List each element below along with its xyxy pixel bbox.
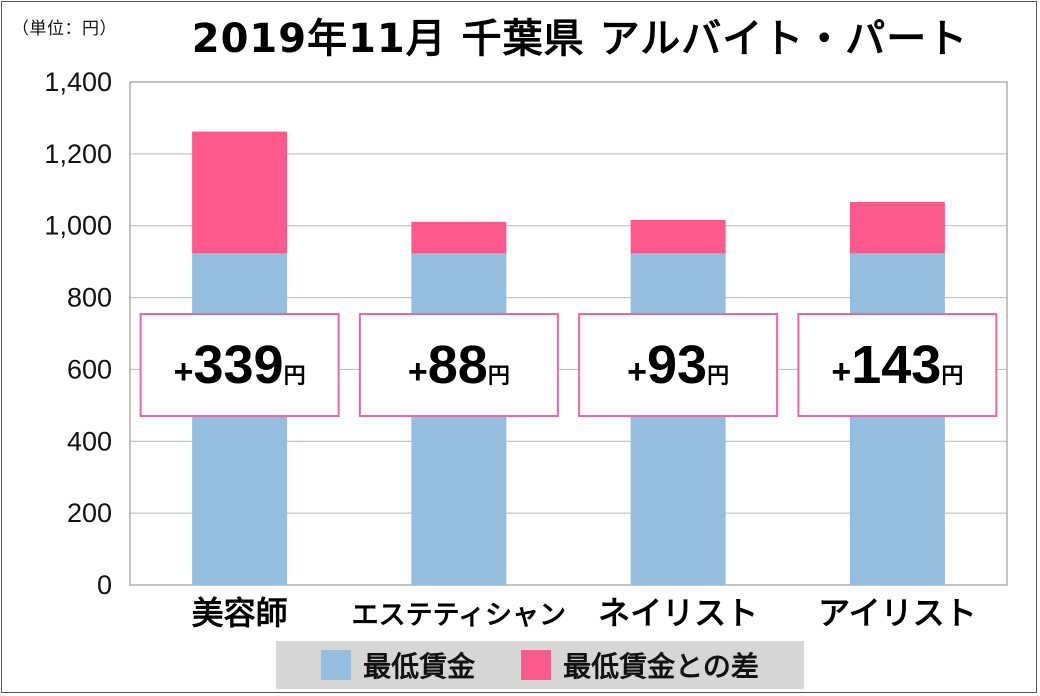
x-category-label: エステティシャン bbox=[352, 600, 566, 631]
y-tick-label: 400 bbox=[67, 426, 112, 456]
bar-difference bbox=[411, 221, 507, 254]
difference-label: +93円 bbox=[627, 335, 729, 395]
legend-label-difference: 最低賃金との差 bbox=[563, 650, 759, 683]
difference-label: +339円 bbox=[174, 335, 306, 395]
y-tick-label: 1,400 bbox=[44, 67, 112, 97]
difference-label-box bbox=[139, 313, 340, 417]
bar-difference bbox=[630, 219, 726, 254]
bar-difference bbox=[192, 131, 288, 254]
y-tick-label: 1,200 bbox=[44, 139, 112, 169]
y-tick-label: 600 bbox=[67, 354, 112, 384]
difference-label-box bbox=[797, 313, 998, 417]
difference-label: +143円 bbox=[831, 335, 963, 395]
bar-minimum-wage bbox=[630, 253, 726, 586]
y-tick-label: 1,000 bbox=[44, 211, 112, 241]
legend-swatch-minimum-wage bbox=[321, 650, 352, 680]
legend-swatch-difference bbox=[521, 650, 552, 680]
y-tick-label: 200 bbox=[67, 498, 112, 528]
y-tick-label: 800 bbox=[67, 283, 112, 313]
bar-minimum-wage bbox=[192, 253, 288, 586]
unit-label: （単位：円） bbox=[12, 19, 117, 39]
legend-item-difference: 最低賃金との差 bbox=[521, 645, 759, 685]
legend-item-minimum-wage: 最低賃金 bbox=[321, 645, 475, 685]
bar-minimum-wage bbox=[849, 253, 945, 586]
x-category-label: ネイリスト bbox=[598, 594, 758, 632]
bar-minimum-wage bbox=[411, 253, 507, 586]
plot-area bbox=[129, 81, 1008, 586]
bar-difference bbox=[849, 202, 945, 254]
difference-label-box bbox=[578, 313, 779, 417]
difference-label-box bbox=[358, 313, 559, 417]
y-tick-label: 0 bbox=[97, 570, 112, 600]
legend: 最低賃金 最低賃金との差 bbox=[276, 641, 804, 689]
legend-label-minimum-wage: 最低賃金 bbox=[363, 650, 476, 683]
difference-label: +88円 bbox=[408, 335, 510, 395]
chart-title: 2019年11月 千葉県 アルバイト・パート bbox=[191, 16, 969, 62]
x-category-label: アイリスト bbox=[818, 594, 976, 632]
x-category-label: 美容師 bbox=[192, 594, 288, 632]
